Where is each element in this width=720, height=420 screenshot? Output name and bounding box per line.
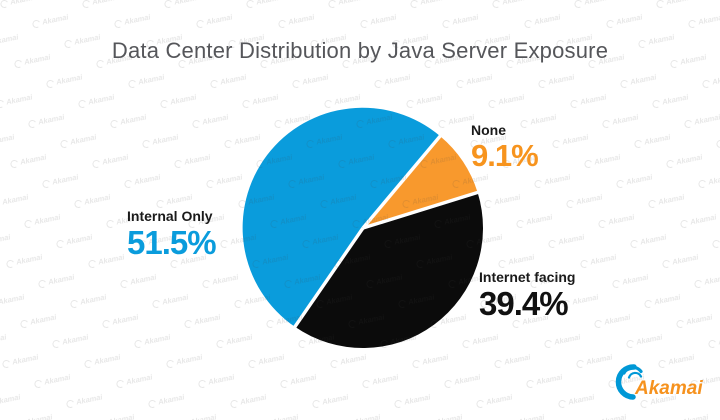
- annotation-none-label: None: [471, 122, 506, 138]
- annotation-internal-value: 51.5%: [127, 224, 217, 261]
- annotation-internal: Internal Only 51.5%: [127, 208, 217, 261]
- annotation-internet-label: Internet facing: [479, 269, 576, 285]
- slice-divider: [361, 134, 443, 230]
- annotation-internal-label: Internal Only: [127, 208, 213, 224]
- annotation-internet-value: 39.4%: [479, 285, 569, 322]
- slice-divider: [362, 190, 480, 230]
- chart-title: Data Center Distribution by Java Server …: [111, 38, 609, 63]
- pie-slice-internal-only: [242, 107, 441, 327]
- annotation-internet: Internet facing 39.4%: [479, 269, 575, 320]
- pie-slice-none: [363, 136, 478, 228]
- annotation-none: None 9.1%: [471, 122, 539, 173]
- logo-swirl-icon: [615, 364, 643, 400]
- annotation-none-value: 9.1%: [471, 138, 539, 173]
- akamai-logo: Akamai: [612, 361, 706, 403]
- slice-divider: [292, 227, 365, 329]
- logo-wordmark: Akamai: [634, 378, 703, 399]
- pie-slice-internet-facing: [294, 192, 484, 348]
